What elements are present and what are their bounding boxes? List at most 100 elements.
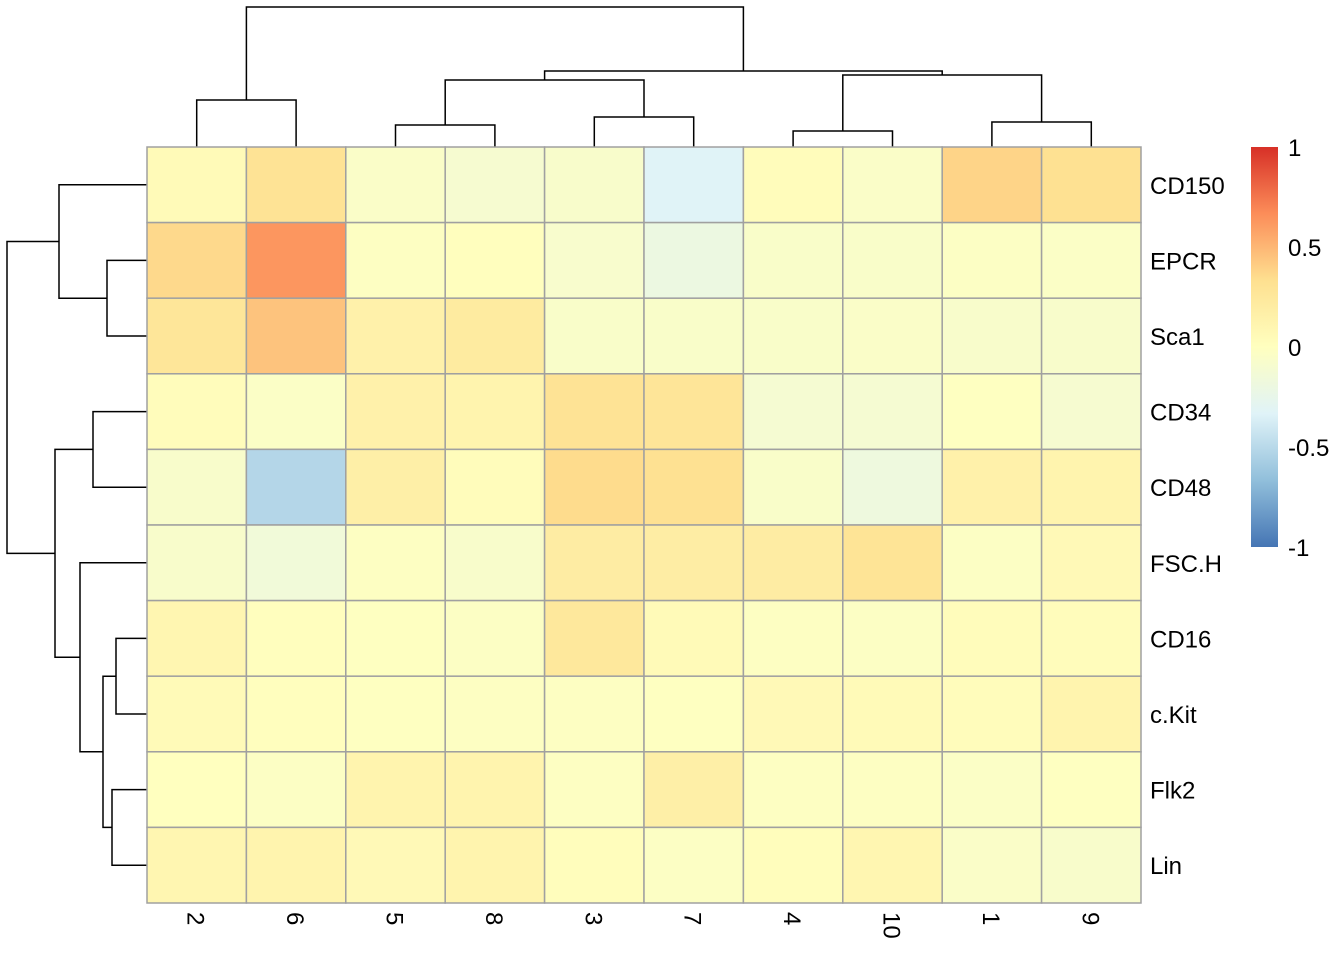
column-label: 10 — [878, 912, 905, 939]
heatmap-cell-Sca1-4 — [742, 297, 844, 375]
row-label: CD16 — [1150, 626, 1211, 653]
heatmap-cells — [146, 146, 1142, 904]
column-dendrogram — [195, 6, 1093, 147]
heatmap-cell-Flk2-4 — [742, 751, 844, 829]
heatmap-cell-CD34-5 — [345, 373, 446, 451]
heatmap-cell-Sca1-8 — [444, 297, 546, 375]
heatmap-cell-Flk2-5 — [345, 751, 446, 829]
heatmap-cell-Lin-10 — [842, 826, 943, 904]
heatmap-cell-Lin-6 — [245, 826, 347, 904]
heatmap-cell-CD16-5 — [345, 599, 446, 677]
heatmap-cell-EPCR-6 — [245, 221, 347, 299]
heatmap-cell-Flk2-10 — [842, 751, 943, 829]
heatmap-cell-EPCR-4 — [742, 221, 844, 299]
heatmap-cell-c.Kit-2 — [146, 675, 248, 753]
heatmap-cell-Flk2-6 — [245, 751, 347, 829]
column-label: 7 — [679, 912, 706, 925]
dendrogram-branch — [444, 79, 645, 125]
heatmap-cell-CD34-6 — [245, 373, 347, 451]
heatmap-cell-FSC.H-3 — [543, 524, 645, 602]
heatmap-cell-CD16-6 — [245, 599, 347, 677]
dendrogram-branch — [58, 184, 147, 299]
heatmap-cell-Lin-8 — [444, 826, 546, 904]
heatmap-cell-FSC.H-4 — [742, 524, 844, 602]
heatmap-cell-c.Kit-7 — [643, 675, 745, 753]
dendrogram-branch — [394, 124, 496, 147]
column-label: 8 — [480, 912, 507, 925]
heatmap-cell-EPCR-2 — [146, 221, 248, 299]
column-label: 6 — [281, 912, 308, 925]
dendrogram-branch — [79, 562, 147, 753]
heatmap-cell-CD16-4 — [742, 599, 844, 677]
heatmap-cell-CD150-10 — [842, 146, 943, 224]
column-labels: 2 6 5 8 3 7 4 10 1 9 — [182, 912, 1104, 939]
heatmap-cell-EPCR-1 — [941, 221, 1043, 299]
legend-tick-label: 0 — [1288, 335, 1301, 362]
heatmap-cell-CD150-8 — [444, 146, 546, 224]
row-label: CD48 — [1150, 475, 1211, 502]
row-label: Lin — [1150, 853, 1182, 880]
dendrogram-branch — [92, 410, 147, 488]
column-label: 1 — [977, 912, 1004, 925]
heatmap-cell-CD16-9 — [1040, 599, 1142, 677]
heatmap-cell-Sca1-7 — [643, 297, 745, 375]
color-legend: 1 0.5 0 -0.5 -1 — [1251, 135, 1329, 562]
heatmap-cell-CD150-7 — [643, 146, 745, 224]
heatmap-cell-EPCR-10 — [842, 221, 943, 299]
heatmap-cell-FSC.H-5 — [345, 524, 446, 602]
column-label: 4 — [778, 912, 805, 925]
heatmap-cell-CD34-7 — [643, 373, 745, 451]
heatmap-cell-Lin-2 — [146, 826, 248, 904]
heatmap-cell-Flk2-3 — [543, 751, 645, 829]
legend-tick-label: -0.5 — [1288, 435, 1329, 462]
heatmap-cell-CD150-6 — [245, 146, 347, 224]
heatmap-cell-Flk2-7 — [643, 751, 745, 829]
row-label: c.Kit — [1150, 702, 1197, 729]
heatmap-cell-CD48-5 — [345, 448, 446, 526]
heatmap-cell-CD34-8 — [444, 373, 546, 451]
row-labels: CD150 EPCR Sca1 CD34 CD48 FSC.H CD16 c.Kit Flk2 L… — [1150, 173, 1225, 880]
row-label: Flk2 — [1150, 778, 1195, 805]
heatmap-cell-c.Kit-6 — [245, 675, 347, 753]
heatmap-cell-CD48-10 — [842, 448, 943, 526]
heatmap-cell-CD34-3 — [543, 373, 645, 451]
dendrogram-branch — [6, 240, 59, 555]
row-label: EPCR — [1150, 248, 1217, 275]
heatmap-cell-CD150-4 — [742, 146, 844, 224]
heatmap-cell-CD34-9 — [1040, 373, 1142, 451]
dendrogram-branch — [245, 6, 745, 100]
dendrogram-branch — [115, 637, 147, 715]
heatmap-cell-Lin-3 — [543, 826, 645, 904]
heatmap-cell-EPCR-9 — [1040, 221, 1142, 299]
heatmap-cell-Sca1-10 — [842, 297, 943, 375]
heatmap-cell-FSC.H-9 — [1040, 524, 1142, 602]
heatmap-cell-CD150-5 — [345, 146, 446, 224]
heatmap-cell-c.Kit-10 — [842, 675, 943, 753]
legend-tick-label: -1 — [1288, 535, 1309, 562]
heatmap-cell-Flk2-9 — [1040, 751, 1142, 829]
column-label: 2 — [182, 912, 209, 925]
row-label: CD150 — [1150, 173, 1225, 200]
heatmap-cell-CD48-2 — [146, 448, 248, 526]
heatmap-cell-CD34-10 — [842, 373, 943, 451]
heatmap-cell-EPCR-5 — [345, 221, 446, 299]
heatmap-cell-CD48-4 — [742, 448, 844, 526]
column-label: 3 — [579, 912, 606, 925]
row-dendrogram — [6, 184, 147, 866]
heatmap-cell-Sca1-2 — [146, 297, 248, 375]
heatmap-cell-c.Kit-5 — [345, 675, 446, 753]
dendrogram-branch — [593, 116, 695, 147]
heatmap-cell-c.Kit-3 — [543, 675, 645, 753]
heatmap-cell-CD48-8 — [444, 448, 546, 526]
heatmap-cell-FSC.H-10 — [842, 524, 943, 602]
row-label: Sca1 — [1150, 324, 1205, 351]
heatmap-cell-CD34-2 — [146, 373, 248, 451]
heatmap-cell-c.Kit-9 — [1040, 675, 1142, 753]
heatmap-cell-CD34-1 — [941, 373, 1043, 451]
dendrogram-branch — [102, 675, 116, 829]
heatmap-cell-FSC.H-7 — [643, 524, 745, 602]
heatmap-cell-Lin-7 — [643, 826, 745, 904]
heatmap-cell-c.Kit-8 — [444, 675, 546, 753]
heatmap-cell-Lin-5 — [345, 826, 446, 904]
